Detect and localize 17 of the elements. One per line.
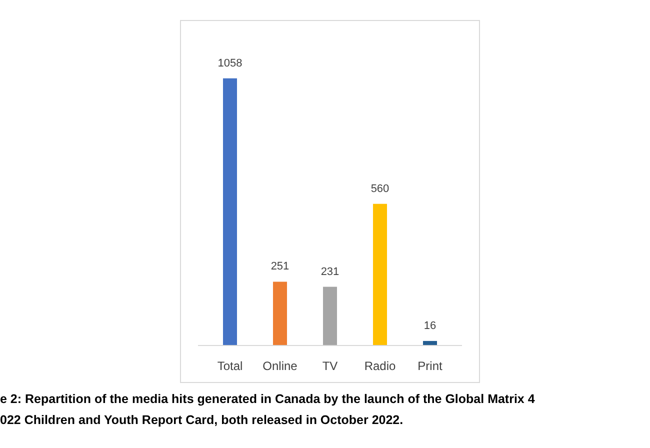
x-tick-label: Radio (364, 359, 396, 373)
bar (323, 286, 337, 345)
x-tick-label: Print (418, 359, 443, 373)
bar (373, 204, 387, 345)
data-label: 16 (424, 320, 436, 332)
data-label: 1058 (218, 57, 242, 70)
data-label: 231 (320, 266, 340, 278)
bar (423, 340, 437, 345)
x-tick-label: TV (322, 359, 338, 373)
bar (273, 282, 287, 345)
x-tick-label: Total (217, 359, 243, 373)
bar (223, 78, 237, 345)
text: 022 Children and Youth Report Card, both released in October 2022. (0, 413, 404, 427)
data-label: 560 (370, 182, 390, 195)
data-label: 251 (270, 260, 290, 273)
x-tick-label: Online (262, 359, 298, 373)
text: e 2: Repartition of the media hits generated in Canada by the launch of the Global Matrix 4 (0, 392, 535, 406)
